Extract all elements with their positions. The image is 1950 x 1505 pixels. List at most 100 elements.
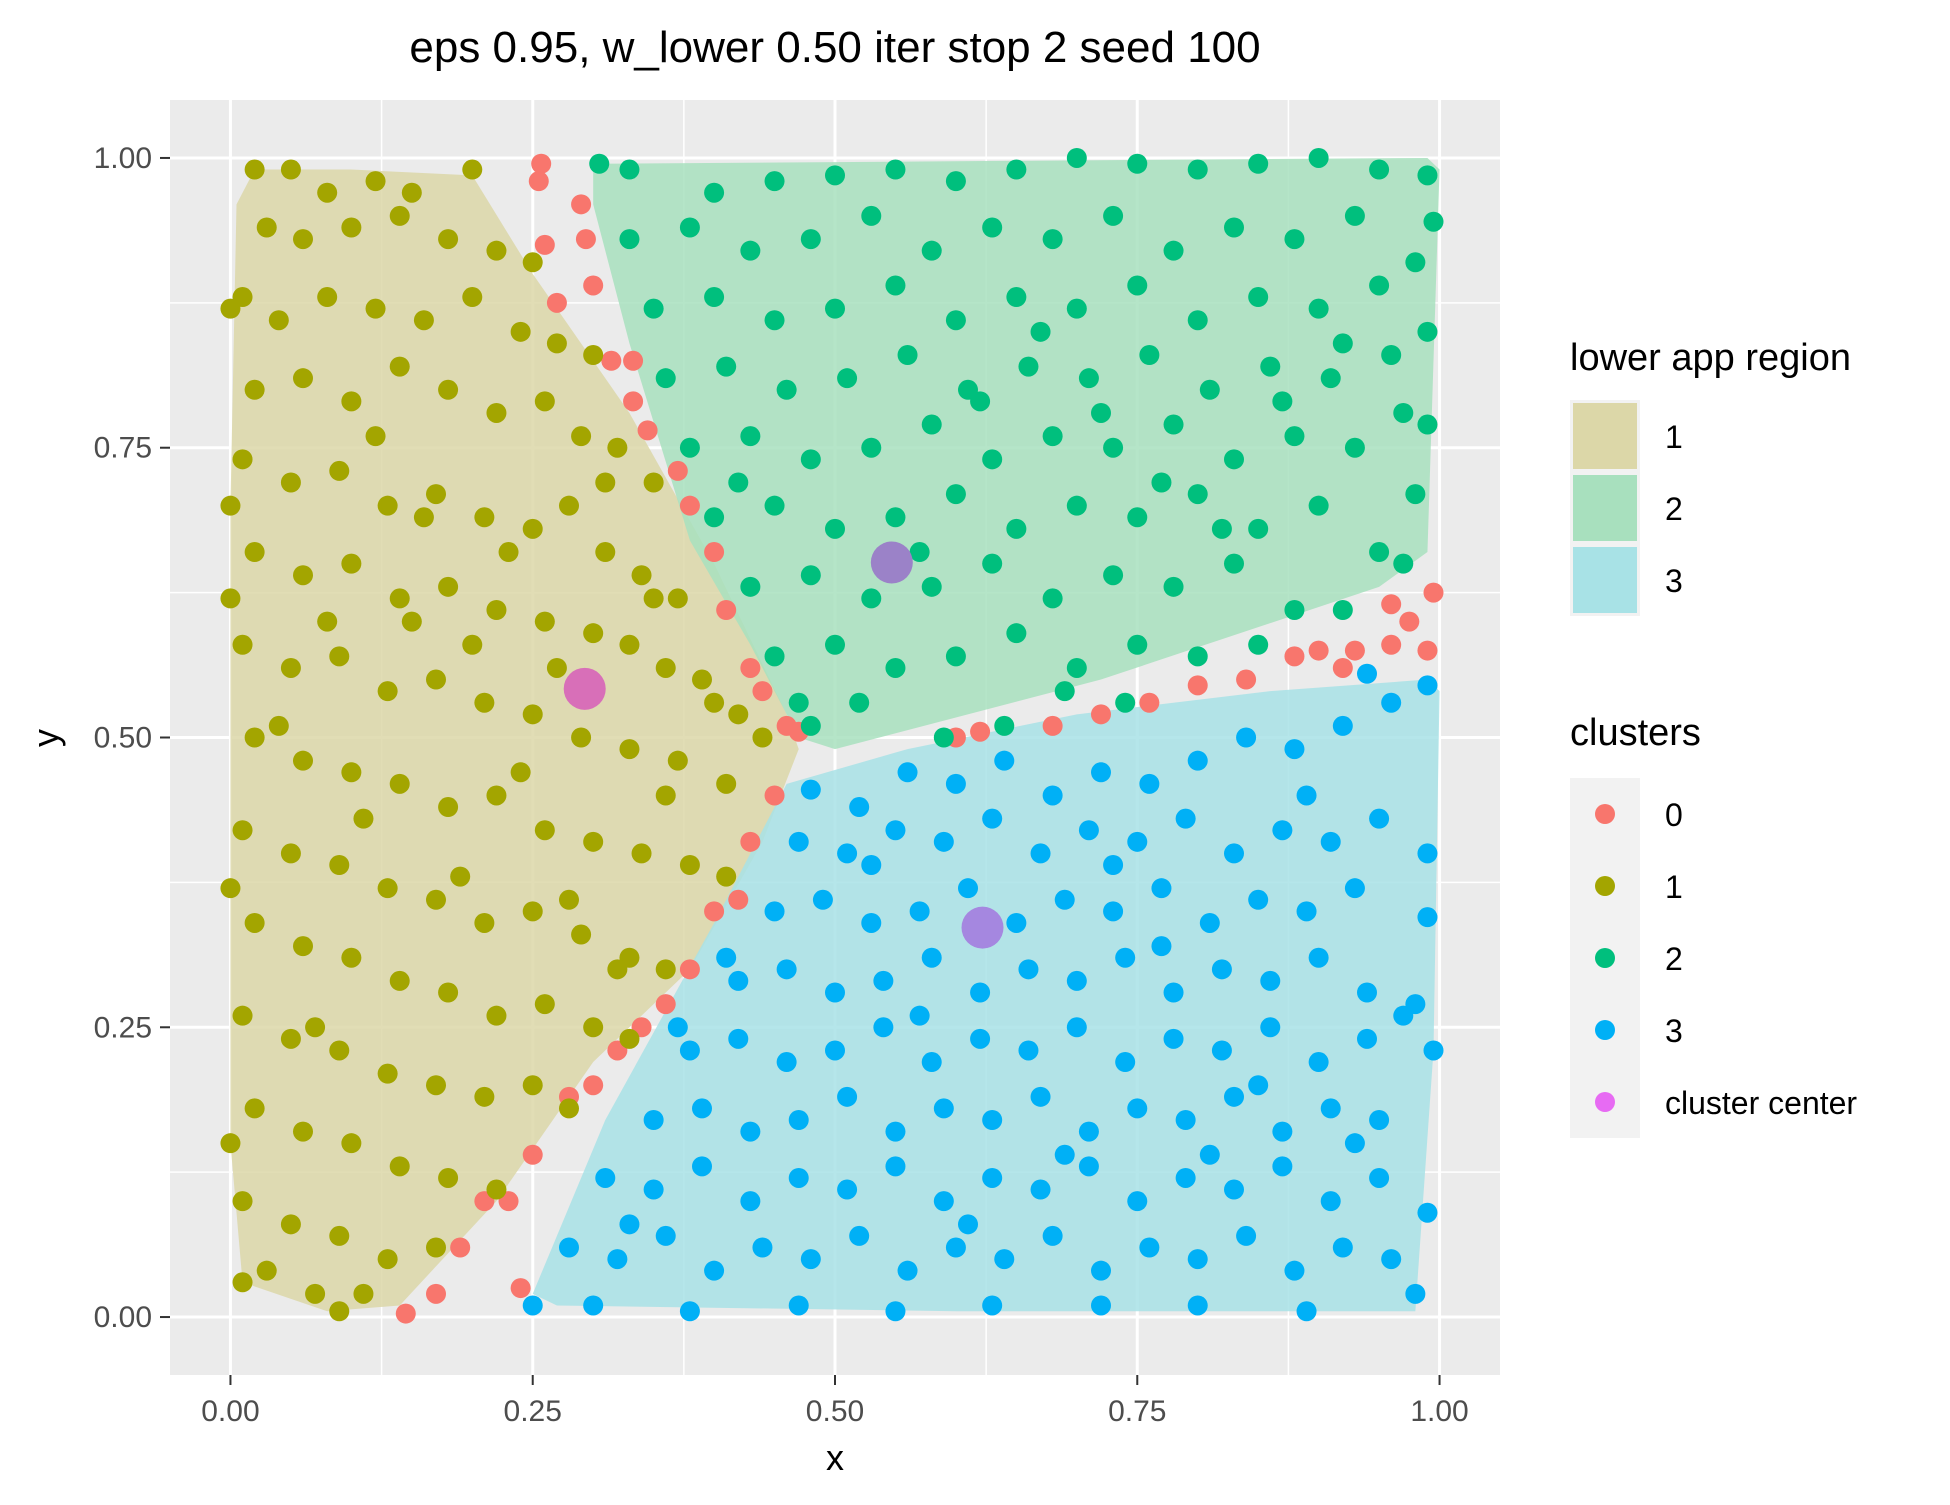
point-cluster-2 xyxy=(1344,437,1365,458)
point-cluster-3 xyxy=(1103,855,1124,875)
point-cluster-1 xyxy=(510,321,531,342)
point-cluster-1 xyxy=(655,785,676,806)
point-cluster-2 xyxy=(679,217,700,238)
point-cluster-3 xyxy=(1260,970,1281,991)
point-cluster-0 xyxy=(1399,611,1420,632)
point-cluster-1 xyxy=(438,1167,459,1188)
point-cluster-2 xyxy=(921,576,942,597)
point-cluster-2 xyxy=(825,518,845,539)
point-cluster-2 xyxy=(1224,553,1244,574)
point-cluster-0 xyxy=(1423,582,1444,603)
point-cluster-3 xyxy=(1417,843,1438,864)
point-cluster-3 xyxy=(1344,878,1365,899)
point-cluster-2 xyxy=(921,414,942,435)
point-cluster-3 xyxy=(728,1028,749,1049)
point-cluster-2 xyxy=(885,657,906,678)
point-cluster-3 xyxy=(800,1249,821,1270)
point-cluster-3 xyxy=(1224,1179,1244,1200)
point-cluster-3 xyxy=(1369,808,1390,829)
point-cluster-2 xyxy=(764,310,785,331)
point-cluster-3 xyxy=(1018,1040,1039,1061)
x-axis-label: x xyxy=(826,1437,844,1478)
point-cluster-3 xyxy=(885,1121,906,1142)
point-cluster-1 xyxy=(329,1225,350,1246)
point-cluster-1 xyxy=(220,1133,241,1154)
point-cluster-3 xyxy=(837,1086,858,1107)
point-cluster-1 xyxy=(232,820,253,841)
point-cluster-1 xyxy=(631,843,652,864)
point-cluster-1 xyxy=(546,657,567,678)
point-cluster-3 xyxy=(1236,727,1257,748)
point-cluster-2 xyxy=(740,426,761,447)
point-cluster-0 xyxy=(571,194,592,215)
point-cluster-3 xyxy=(1127,1191,1148,1212)
point-cluster-0 xyxy=(740,831,761,852)
point-cluster-1 xyxy=(377,1063,398,1084)
point-cluster-3 xyxy=(1066,1017,1087,1038)
point-cluster-3 xyxy=(982,808,1003,829)
point-cluster-2 xyxy=(945,171,966,192)
point-cluster-3 xyxy=(958,878,978,899)
point-cluster-1 xyxy=(522,704,543,725)
point-cluster-2 xyxy=(1405,252,1426,273)
point-cluster-2 xyxy=(1199,379,1220,400)
point-cluster-3 xyxy=(1054,889,1075,910)
point-cluster-2 xyxy=(1078,368,1099,389)
point-cluster-2 xyxy=(1284,229,1305,250)
point-cluster-2 xyxy=(1308,495,1329,516)
point-cluster-2 xyxy=(1320,368,1341,389)
point-cluster-3 xyxy=(1320,1098,1341,1119)
point-cluster-1 xyxy=(365,171,386,192)
point-cluster-1 xyxy=(244,379,265,400)
point-cluster-1 xyxy=(329,460,350,481)
point-cluster-3 xyxy=(1078,1156,1099,1177)
point-cluster-2 xyxy=(589,153,610,174)
point-cluster-2 xyxy=(716,356,737,377)
point-cluster-1 xyxy=(546,333,567,354)
point-cluster-3 xyxy=(837,1179,858,1200)
point-cluster-1 xyxy=(220,588,241,609)
point-cluster-3 xyxy=(667,1017,688,1038)
point-cluster-1 xyxy=(486,402,507,423)
point-cluster-3 xyxy=(1393,1005,1414,1026)
point-cluster-1 xyxy=(377,495,398,516)
point-cluster-3 xyxy=(740,1191,761,1212)
point-cluster-2 xyxy=(921,240,942,261)
point-cluster-1 xyxy=(341,217,362,238)
point-cluster-0 xyxy=(623,391,644,412)
point-cluster-1 xyxy=(462,159,483,180)
point-cluster-2 xyxy=(1006,287,1027,308)
point-cluster-1 xyxy=(401,611,422,632)
point-cluster-1 xyxy=(256,217,277,238)
point-cluster-2 xyxy=(1308,298,1329,319)
point-cluster-3 xyxy=(679,1040,700,1061)
x-tick-label: 1.00 xyxy=(1410,1395,1468,1428)
point-cluster-3 xyxy=(1078,820,1099,841)
point-cluster-3 xyxy=(921,947,942,968)
x-tick-label: 0.75 xyxy=(1108,1395,1166,1428)
point-cluster-1 xyxy=(341,1133,362,1154)
point-cluster-3 xyxy=(788,831,809,852)
point-cluster-2 xyxy=(788,692,809,713)
point-cluster-2 xyxy=(1066,298,1087,319)
point-cluster-3 xyxy=(921,1052,942,1073)
cluster-center xyxy=(961,906,1004,949)
point-cluster-2 xyxy=(1066,495,1087,516)
point-cluster-0 xyxy=(728,889,749,910)
point-cluster-1 xyxy=(534,611,555,632)
point-cluster-1 xyxy=(462,287,483,308)
legend-cluster-label: 2 xyxy=(1665,941,1683,977)
point-cluster-1 xyxy=(655,959,676,980)
point-cluster-3 xyxy=(1139,773,1160,794)
point-cluster-2 xyxy=(800,449,821,470)
point-cluster-1 xyxy=(426,669,446,690)
legend-region-label: 3 xyxy=(1665,563,1683,599)
point-cluster-2 xyxy=(1224,449,1244,470)
point-cluster-3 xyxy=(945,1237,966,1258)
point-cluster-3 xyxy=(849,797,870,818)
point-cluster-2 xyxy=(825,165,845,186)
point-cluster-3 xyxy=(1054,1144,1075,1165)
point-cluster-2 xyxy=(1018,356,1039,377)
point-cluster-1 xyxy=(220,878,241,899)
